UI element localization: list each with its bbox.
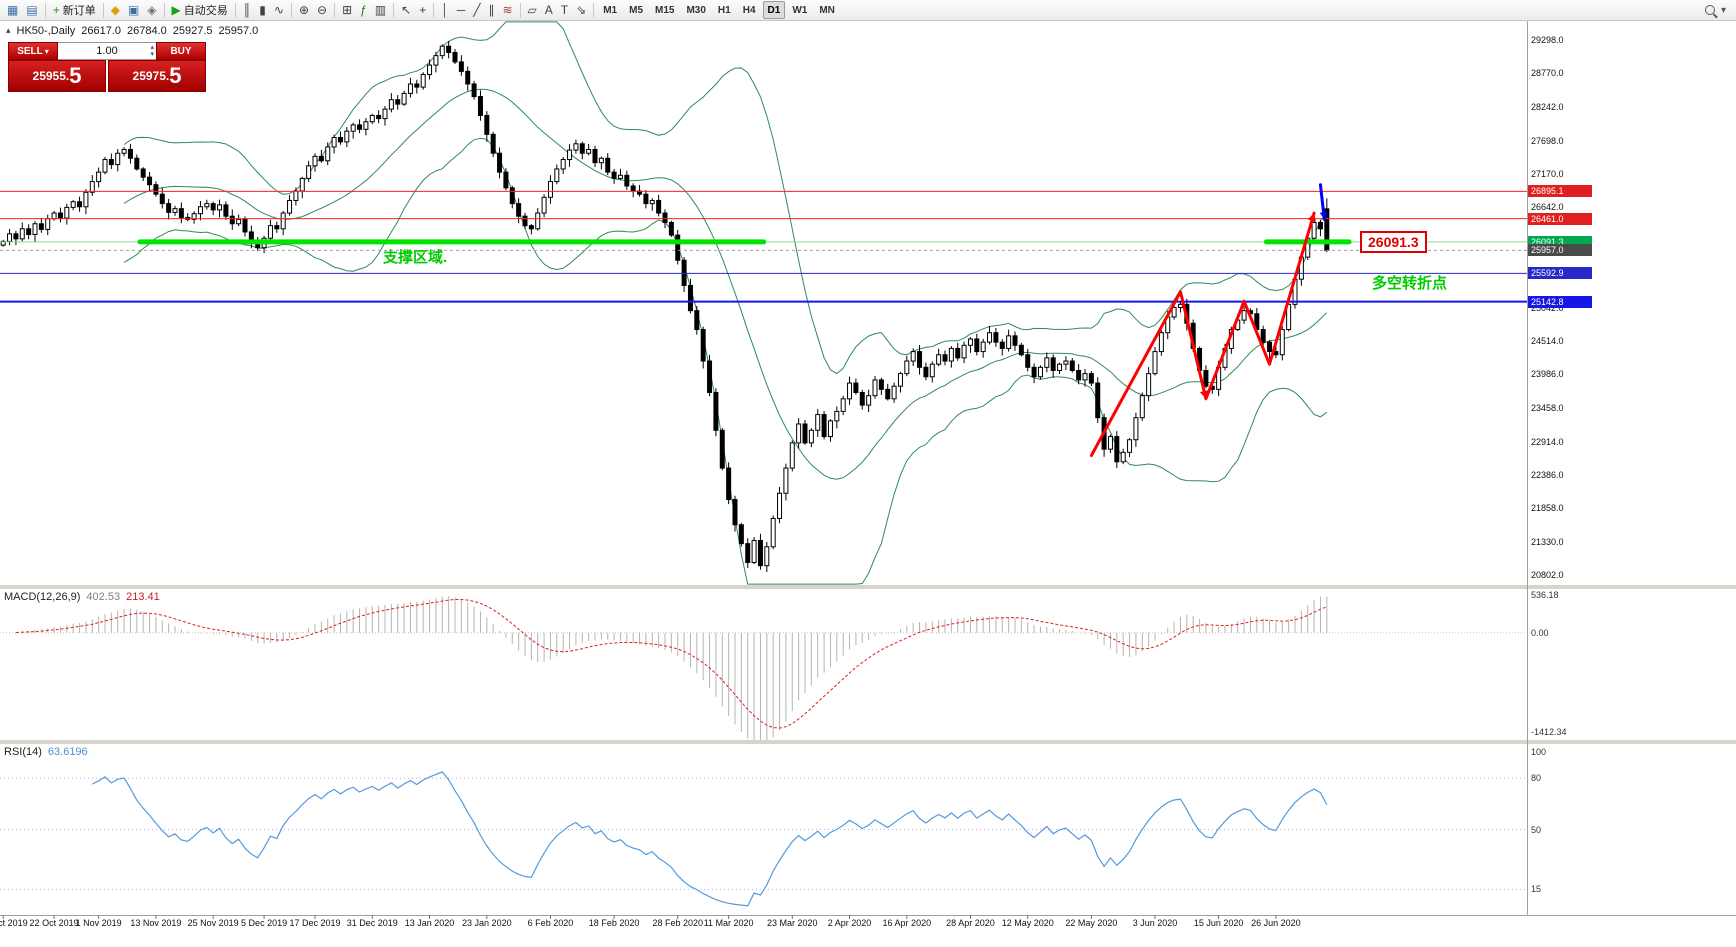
toolbar-separator — [290, 2, 292, 18]
autotrading-button[interactable]: ▶ 自动交易 — [169, 1, 231, 19]
arrow-tool-icon: ⇘ — [576, 3, 587, 17]
toolbar-separator — [433, 2, 435, 18]
cursor-button[interactable]: ↖ — [398, 1, 414, 19]
arrow-tool-button[interactable]: ⇘ — [573, 1, 589, 19]
bar-chart-icon: ║ — [242, 3, 252, 17]
timeframe-m15-button[interactable]: M15 — [655, 4, 675, 16]
timeframe-mn-button[interactable]: MN — [819, 4, 835, 16]
buy-label: BUY — [170, 45, 192, 57]
buy-price-main: 25975. — [132, 69, 170, 83]
sell-price-main: 25955. — [32, 69, 70, 83]
toolbar-separator — [163, 2, 165, 18]
vertical-line-icon: │ — [441, 3, 449, 17]
templates-icon: ▥ — [374, 3, 387, 17]
volume-input[interactable]: 1.00 ▴ ▾ — [58, 42, 156, 60]
sell-price[interactable]: 25955. 5 — [8, 60, 106, 92]
data-window-icon: ▣ — [127, 3, 140, 17]
timeframe-m1-button[interactable]: M1 — [603, 4, 618, 16]
vertical-line-button[interactable]: │ — [438, 1, 452, 19]
candlestick-chart-button[interactable]: ▮ — [256, 1, 269, 19]
text-button[interactable]: A — [542, 1, 556, 19]
horizontal-line-button[interactable]: ─ — [454, 1, 469, 19]
terminal-icon: ◈ — [147, 3, 157, 17]
chart-profiles-button[interactable]: ▤ — [23, 1, 40, 19]
new-order-icon: + — [52, 3, 60, 17]
crosshair-button[interactable]: + — [416, 1, 429, 19]
terminal-button[interactable]: ◈ — [144, 1, 159, 19]
zoom-in-button[interactable]: ⊕ — [296, 1, 312, 19]
volume-value: 1.00 — [96, 45, 118, 57]
zoom-out-button[interactable]: ⊖ — [314, 1, 330, 19]
toolbar-separator — [519, 2, 521, 18]
market-watch-button[interactable]: ◆ — [108, 1, 123, 19]
spin-up-icon[interactable]: ▴ — [150, 44, 154, 51]
chart-profiles-icon: ▤ — [26, 3, 38, 17]
trendline-button[interactable]: ╱ — [470, 1, 483, 19]
indicators-list-icon: ƒ — [360, 3, 367, 17]
toolbar-separator — [393, 2, 395, 18]
indicators-list-button[interactable]: ƒ — [357, 1, 370, 19]
crosshair-icon: + — [419, 3, 427, 17]
volume-spinner[interactable]: ▴ ▾ — [150, 44, 154, 58]
trendline-icon: ╱ — [473, 3, 481, 17]
tile-windows-button[interactable]: ⊞ — [339, 1, 355, 19]
shapes-icon: ▱ — [527, 3, 537, 17]
search-icon[interactable] — [1704, 5, 1715, 15]
trade-panel: SELL ▾ 1.00 ▴ ▾ BUY 25955. 5 25975. 5 — [8, 42, 206, 92]
toolbar-separator — [334, 2, 336, 18]
new-order-label: 新订单 — [62, 5, 96, 17]
cursor-icon: ↖ — [401, 3, 412, 17]
text-label-icon: T — [560, 3, 569, 17]
buy-price[interactable]: 25975. 5 — [108, 60, 206, 92]
equidistant-channel-button[interactable]: ∥ — [485, 1, 497, 19]
timeframe-m5-button[interactable]: M5 — [629, 4, 644, 16]
new-chart-button[interactable]: ▦ — [4, 1, 21, 19]
buy-price-pip: 5 — [169, 63, 182, 88]
text-icon: A — [544, 3, 553, 17]
equidistant-channel-icon: ∥ — [488, 3, 495, 17]
tile-windows-icon: ⊞ — [342, 3, 353, 17]
timeframe-h1-button[interactable]: H1 — [717, 4, 731, 16]
zoom-in-icon: ⊕ — [298, 3, 309, 17]
autotrading-label: 自动交易 — [183, 5, 228, 17]
autotrading-icon: ▶ — [171, 3, 181, 17]
line-chart-icon: ∿ — [273, 3, 284, 17]
data-window-button[interactable]: ▣ — [125, 1, 142, 19]
bar-chart-button[interactable]: ║ — [240, 1, 255, 19]
fibonacci-icon: ≋ — [502, 3, 513, 17]
buy-button[interactable]: BUY — [156, 42, 206, 60]
market-watch-icon: ◆ — [110, 3, 120, 17]
zoom-out-icon: ⊖ — [317, 3, 328, 17]
timeframe-d1-button[interactable]: D1 — [762, 1, 786, 19]
sell-price-pip: 5 — [69, 63, 82, 88]
sell-button[interactable]: SELL ▾ — [8, 42, 58, 60]
fibonacci-button[interactable]: ≋ — [499, 1, 515, 19]
sell-label: SELL — [17, 45, 43, 57]
timeframe-m30-button[interactable]: M30 — [686, 4, 706, 16]
more-icon[interactable]: ▾ — [1720, 4, 1726, 16]
new-chart-icon: ▦ — [7, 3, 19, 17]
toolbar: ▦ ▤ + 新订单 ◆ ▣ ◈ ▶ 自动交易 ║ ▮ ∿ ⊕ ⊖ ⊞ ƒ ▥ ↖ + │ ─ ╱ ∥ ≋ ▱ A T ⇘ M1 M5 M15… — [0, 0, 1736, 21]
templates-button[interactable]: ▥ — [372, 1, 389, 19]
timeframe-h4-button[interactable]: H4 — [742, 4, 756, 16]
shapes-button[interactable]: ▱ — [525, 1, 540, 19]
spin-down-icon[interactable]: ▾ — [150, 51, 154, 58]
candlestick-chart-icon: ▮ — [259, 3, 266, 17]
toolbar-right-group: ▾ — [1704, 4, 1732, 16]
timeframe-w1-button[interactable]: W1 — [792, 4, 808, 16]
toolbar-separator — [234, 2, 236, 18]
horizontal-line-icon: ─ — [456, 3, 466, 17]
new-order-button[interactable]: + 新订单 — [50, 1, 99, 19]
line-chart-button[interactable]: ∿ — [271, 1, 287, 19]
text-label-button[interactable]: T — [558, 1, 571, 19]
sell-dropdown-icon: ▾ — [44, 46, 49, 56]
toolbar-separator — [44, 2, 46, 18]
toolbar-separator — [102, 2, 104, 18]
toolbar-separator — [593, 2, 595, 18]
